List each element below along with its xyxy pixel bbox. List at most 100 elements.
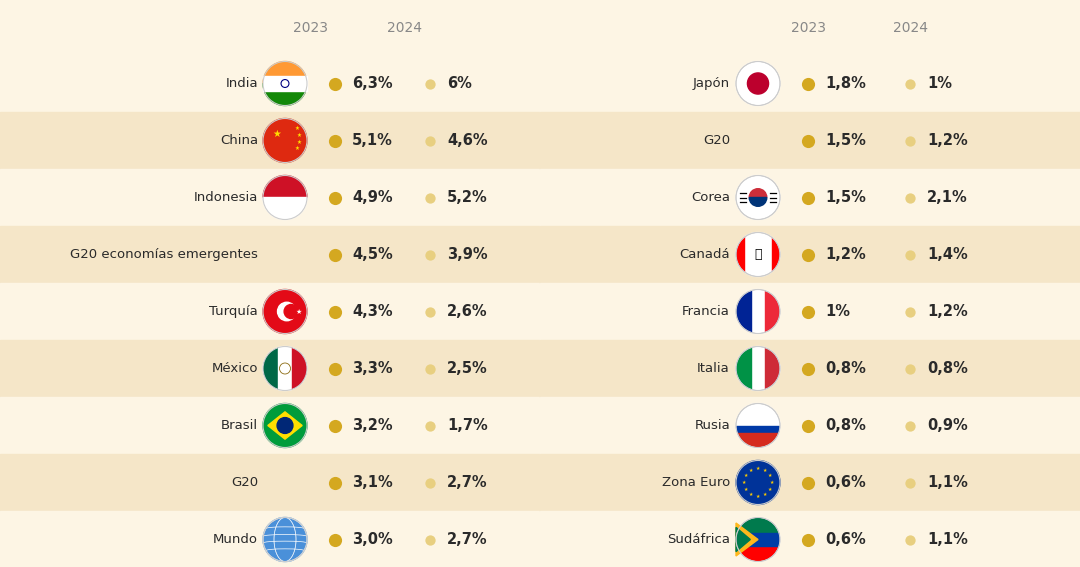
Text: ★: ★ [769,480,774,485]
Text: 1,4%: 1,4% [927,247,968,262]
Text: México: México [212,362,258,375]
Point [799,421,816,430]
Text: 2,1%: 2,1% [927,190,968,205]
Point [326,193,343,202]
Wedge shape [264,176,307,197]
Point [799,79,816,88]
Text: India: India [226,77,258,90]
Text: 3,9%: 3,9% [447,247,488,262]
Text: ★: ★ [750,468,754,473]
Point [902,421,919,430]
Text: 0,9%: 0,9% [927,418,968,433]
Text: Turquía: Turquía [210,305,258,318]
Text: 4,3%: 4,3% [352,304,393,319]
Text: ★: ★ [768,487,772,492]
Point [902,364,919,373]
Text: 1,5%: 1,5% [825,190,866,205]
Text: 1,1%: 1,1% [927,475,968,490]
Circle shape [264,404,307,447]
Text: 4,6%: 4,6% [447,133,488,148]
Text: Japón: Japón [693,77,730,90]
Polygon shape [268,412,302,439]
Point [902,193,919,202]
Text: 5,1%: 5,1% [352,133,393,148]
Wedge shape [264,197,307,219]
Text: 2,7%: 2,7% [447,475,488,490]
Text: ★: ★ [742,480,746,485]
Bar [0,112,540,169]
Point [799,364,816,373]
Text: ★: ★ [295,126,299,131]
Point [421,535,438,544]
Bar [540,169,1080,226]
Point [326,478,343,487]
Bar [735,433,780,447]
Circle shape [735,460,780,505]
Text: 0,8%: 0,8% [927,361,968,376]
Text: 3,1%: 3,1% [352,475,393,490]
Bar [264,76,307,91]
Text: 1,2%: 1,2% [927,304,968,319]
Text: 0,6%: 0,6% [825,475,866,490]
Text: 2,6%: 2,6% [447,304,488,319]
Text: 4,9%: 4,9% [352,190,393,205]
Bar [0,226,540,283]
Point [421,250,438,259]
Text: 2024: 2024 [388,20,422,35]
Text: ★: ★ [295,146,299,151]
Text: China: China [220,134,258,147]
Text: 2,5%: 2,5% [447,361,488,376]
Text: G20: G20 [231,476,258,489]
Point [902,478,919,487]
Point [421,136,438,145]
Point [799,307,816,316]
Text: 0,6%: 0,6% [825,532,866,547]
Bar [540,340,1080,397]
Bar [278,346,293,391]
Bar [540,397,1080,454]
Text: Francia: Francia [683,305,730,318]
Circle shape [278,302,296,321]
Text: ★: ★ [762,492,767,497]
Bar [735,518,780,539]
Text: G20 economías emergentes: G20 economías emergentes [70,248,258,261]
Bar [0,55,540,112]
Point [902,307,919,316]
Text: 1,2%: 1,2% [825,247,866,262]
Bar [540,283,1080,340]
Circle shape [284,304,298,319]
Text: 3,0%: 3,0% [352,532,393,547]
Text: 1,2%: 1,2% [927,133,968,148]
Text: ★: ★ [296,308,301,315]
Text: 1%: 1% [927,76,951,91]
Bar [735,232,744,277]
Circle shape [264,346,307,391]
Circle shape [735,232,780,277]
Bar [0,454,540,511]
Point [421,307,438,316]
Text: Sudáfrica: Sudáfrica [667,533,730,546]
Circle shape [735,346,780,391]
Point [421,421,438,430]
Text: 2023: 2023 [791,20,825,35]
Bar [540,112,1080,169]
Text: Italia: Italia [698,362,730,375]
Text: 3,3%: 3,3% [352,361,393,376]
Bar [735,346,751,391]
Text: ★: ★ [744,487,748,492]
Text: ★: ★ [750,492,754,497]
Circle shape [264,518,307,561]
Circle shape [735,290,780,333]
Point [326,364,343,373]
Text: 1,5%: 1,5% [825,133,866,148]
Text: 1%: 1% [825,304,850,319]
Text: ★: ★ [768,473,772,478]
Bar [0,511,540,567]
Point [902,136,919,145]
Text: Rusia: Rusia [694,419,730,432]
Point [421,478,438,487]
Bar [0,340,540,397]
Text: Corea: Corea [691,191,730,204]
Circle shape [735,404,780,447]
Circle shape [735,176,780,219]
